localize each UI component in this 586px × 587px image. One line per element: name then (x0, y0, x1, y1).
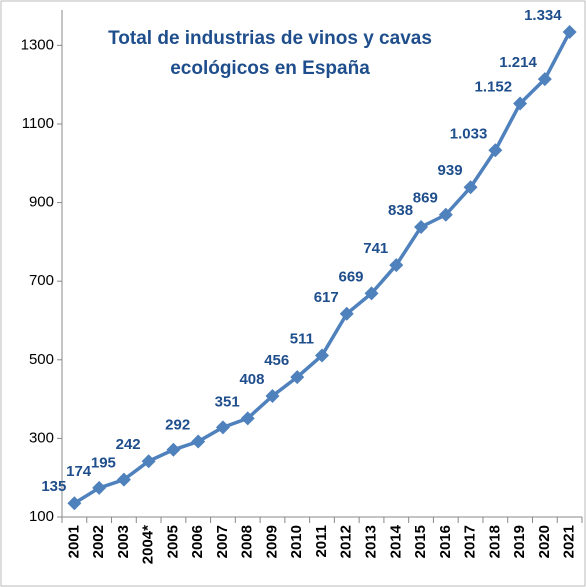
data-label: 456 (264, 352, 289, 369)
data-label: 1.033 (450, 125, 488, 142)
data-label: 617 (314, 289, 339, 306)
marker (463, 180, 478, 195)
x-tick-label: 2001 (65, 525, 82, 558)
x-tick-label: 2015 (412, 525, 429, 558)
marker (562, 25, 577, 40)
data-label: 669 (338, 268, 363, 285)
marker (364, 286, 379, 301)
marker (240, 411, 255, 426)
data-label: 408 (239, 371, 264, 388)
y-tick-label: 300 (29, 429, 54, 446)
x-tick-label: 2009 (263, 525, 280, 558)
x-tick-label: 2004* (140, 525, 157, 564)
x-tick-label: 2005 (164, 525, 181, 558)
marker (166, 442, 181, 457)
x-tick-label: 2008 (239, 525, 256, 558)
data-label: 741 (363, 240, 388, 257)
y-tick-label: 900 (29, 194, 54, 211)
y-tick-label: 100 (29, 508, 54, 525)
marker (537, 72, 552, 87)
data-label: 174 (66, 463, 92, 480)
data-label: 1.152 (475, 79, 513, 96)
data-label: 135 (41, 478, 66, 495)
data-label: 1.334 (524, 7, 562, 24)
marker (414, 219, 429, 234)
marker (265, 388, 280, 403)
marker (488, 143, 503, 158)
marker (92, 480, 107, 495)
x-tick-label: 2007 (214, 525, 231, 558)
marker (141, 454, 156, 469)
x-tick-label: 2006 (189, 525, 206, 558)
data-label: 511 (290, 330, 314, 347)
marker (315, 348, 329, 363)
x-tick-label: 2016 (437, 525, 454, 558)
marker (191, 434, 206, 449)
x-tick-label: 2019 (511, 525, 528, 558)
x-tick-label: 2013 (362, 525, 379, 558)
chart-title: Total de industrias de vinos y cavas eco… (108, 28, 432, 79)
y-tick-label: 700 (29, 272, 54, 289)
y-tick-label: 1100 (22, 115, 54, 132)
y-tick-label: 1300 (21, 36, 54, 53)
data-label: 195 (91, 455, 116, 472)
marker (438, 207, 453, 222)
marker (67, 496, 82, 511)
marker (389, 258, 404, 273)
x-tick-label: 2021 (561, 525, 578, 558)
marker (116, 472, 131, 487)
marker (513, 96, 528, 111)
data-label: 1.214 (499, 54, 537, 71)
x-tick-label: 2003 (115, 525, 132, 558)
x-tick-label: 2020 (536, 525, 553, 558)
marker (339, 306, 354, 321)
data-label: 242 (116, 436, 141, 453)
marker (290, 370, 305, 385)
x-tick-label: 2017 (462, 525, 479, 558)
x-tick-label: 2014 (387, 524, 404, 558)
data-label: 292 (165, 417, 190, 434)
y-tick-label: 500 (29, 351, 54, 368)
data-label: 838 (388, 202, 413, 219)
x-tick-label: 2002 (90, 525, 107, 558)
x-tick-label: 2018 (486, 525, 503, 558)
data-label: 939 (438, 162, 463, 179)
data-label: 351 (215, 393, 240, 410)
x-tick-label: 2011 (313, 525, 330, 558)
x-tick-label: 2010 (288, 525, 305, 558)
marker (215, 420, 230, 435)
data-label: 869 (413, 190, 438, 207)
x-tick-label: 2012 (338, 525, 355, 558)
